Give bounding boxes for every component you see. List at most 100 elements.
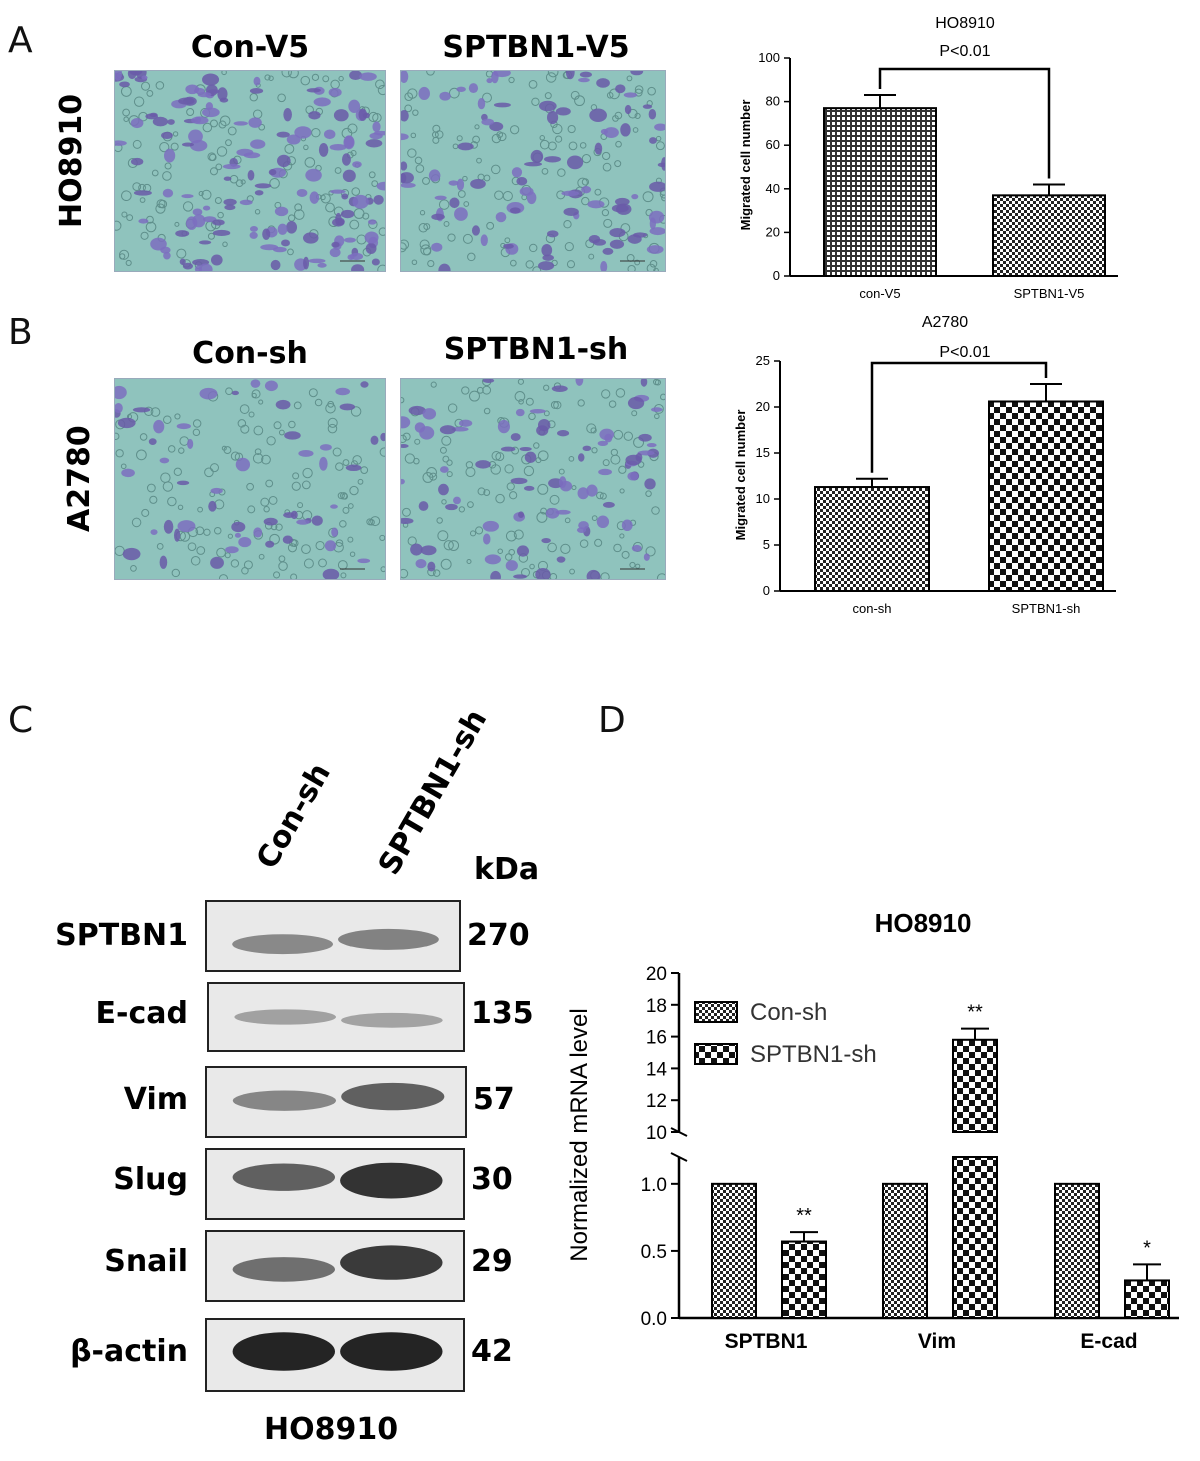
chart-d-ylabel: Normalized mRNA level xyxy=(566,1008,593,1261)
stained-cell xyxy=(646,443,657,448)
pore xyxy=(509,259,517,267)
stained-cell xyxy=(331,527,339,538)
stained-cell xyxy=(344,237,356,243)
pore xyxy=(186,107,195,116)
y-tick-label: 20 xyxy=(646,964,667,985)
stained-cell xyxy=(631,544,642,552)
pore xyxy=(340,572,347,579)
stained-cell xyxy=(609,239,625,249)
stained-cell xyxy=(225,546,239,554)
stained-cell xyxy=(558,476,567,488)
significance-bracket xyxy=(878,67,1051,179)
pore xyxy=(594,188,602,196)
pore xyxy=(621,550,630,559)
stained-cell xyxy=(351,264,365,271)
pore xyxy=(275,523,283,531)
stained-cell xyxy=(637,450,655,456)
stained-cell xyxy=(611,204,629,213)
pore xyxy=(461,386,470,395)
stained-cell xyxy=(578,77,590,83)
pore xyxy=(337,492,345,500)
chart-d-plot: 0.0 0.5 1.0 10 12 14 16 18 20 ** SPTBN1 ** Vim * E-cad… xyxy=(641,964,1179,1353)
pore xyxy=(213,526,222,535)
stained-cell xyxy=(524,161,542,167)
blot-label: SPTBN1 xyxy=(55,918,188,953)
pore xyxy=(462,233,473,244)
pore xyxy=(655,135,662,142)
stained-cell xyxy=(368,219,377,225)
pore xyxy=(278,429,285,436)
pore xyxy=(539,135,545,141)
pore xyxy=(439,446,447,454)
pore xyxy=(368,171,376,179)
blot-band xyxy=(340,1332,443,1371)
pore xyxy=(602,151,611,161)
stained-cell xyxy=(439,466,449,473)
stained-cell xyxy=(119,81,130,88)
pore xyxy=(174,413,181,420)
pore xyxy=(469,530,477,537)
pore xyxy=(159,142,170,153)
y-tick-label: 0 xyxy=(773,268,780,283)
blot-band xyxy=(341,1012,443,1028)
pore xyxy=(426,71,435,76)
pore xyxy=(656,573,665,579)
pore xyxy=(401,434,407,443)
pore xyxy=(404,453,416,464)
stained-cell xyxy=(263,517,278,526)
pore xyxy=(308,388,318,398)
x-tick-label: Vim xyxy=(918,1330,956,1353)
stained-cell xyxy=(129,71,143,76)
pore xyxy=(523,465,535,477)
pore xyxy=(290,573,298,579)
stained-cell xyxy=(348,99,361,113)
pore xyxy=(149,495,158,504)
pore xyxy=(547,542,557,553)
pore xyxy=(402,507,411,517)
pore xyxy=(237,419,247,428)
stained-cell xyxy=(376,181,385,191)
pore xyxy=(192,419,202,428)
pore xyxy=(287,543,298,553)
stained-cell xyxy=(270,259,281,271)
stained-cell xyxy=(566,155,584,170)
pore xyxy=(209,119,218,128)
significance-marker: ** xyxy=(967,1002,983,1024)
pore xyxy=(258,399,264,405)
pore xyxy=(151,169,159,177)
stained-cell xyxy=(621,519,633,531)
stained-cell xyxy=(133,190,152,196)
pore xyxy=(235,179,244,187)
stained-cell xyxy=(176,423,191,430)
stained-cell xyxy=(371,258,380,266)
pore xyxy=(518,398,524,405)
pore xyxy=(579,142,587,149)
stained-cell xyxy=(456,86,466,92)
chart-b-subtitle: P<0.01 xyxy=(939,344,990,361)
stained-cell xyxy=(427,561,436,572)
pore xyxy=(505,530,517,542)
stained-cell xyxy=(303,232,319,244)
pore xyxy=(596,491,604,500)
pore xyxy=(529,563,535,570)
stained-cell xyxy=(130,157,144,166)
stained-cell xyxy=(177,520,196,533)
stained-cell xyxy=(627,396,645,410)
pore xyxy=(482,92,492,103)
stained-cell xyxy=(408,405,426,416)
bar xyxy=(823,107,937,277)
stained-cell xyxy=(561,190,580,196)
stained-cell xyxy=(640,379,648,387)
pore xyxy=(558,468,565,475)
stained-cell xyxy=(602,247,614,255)
pore xyxy=(528,412,536,421)
bar xyxy=(1124,1279,1170,1319)
pore xyxy=(304,157,316,168)
pore xyxy=(410,132,417,139)
pore xyxy=(419,239,430,250)
stained-cell xyxy=(581,185,592,194)
row-label-ho8910: HO8910 xyxy=(54,93,89,228)
pore xyxy=(155,203,166,214)
stained-cell xyxy=(253,76,261,86)
axis-break-mark xyxy=(670,1152,688,1162)
